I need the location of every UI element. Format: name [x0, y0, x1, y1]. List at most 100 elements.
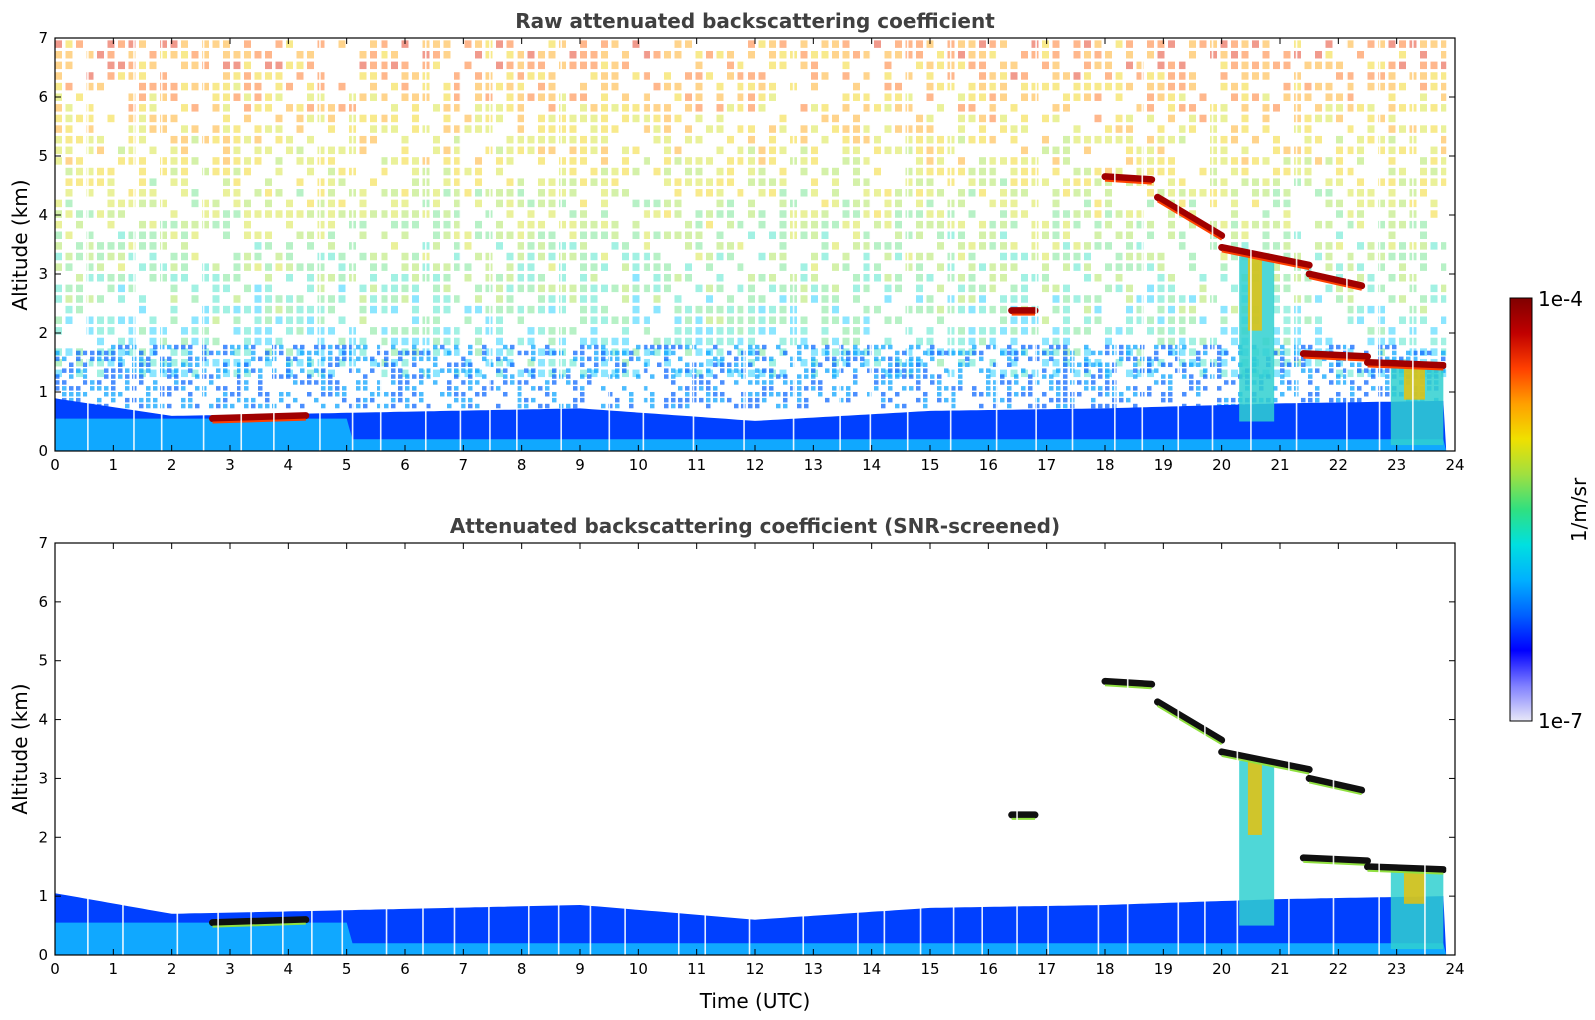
- cloud-edge: [1367, 869, 1444, 875]
- x-tick-label: 5: [342, 960, 352, 978]
- x-tick-label: 12: [745, 456, 764, 474]
- x-tick-label: 11: [687, 456, 706, 474]
- x-tick-label: 2: [167, 960, 177, 978]
- x-tick-label: 9: [575, 456, 585, 474]
- x-tick-label: 10: [629, 960, 648, 978]
- x-tick-label: 4: [284, 456, 294, 474]
- panel-title: Raw attenuated backscattering coefficien…: [515, 9, 995, 33]
- cloud-edge: [1308, 781, 1362, 796]
- colorbar: 1e-4 1e-7 1/m/sr: [1509, 287, 1591, 733]
- virga-column: [1390, 866, 1444, 950]
- cloud-layer: [209, 916, 310, 927]
- y-tick-label: 0: [38, 442, 48, 460]
- colorbar-unit-label: 1/m/sr: [1567, 477, 1591, 542]
- virga-column: [1239, 760, 1275, 926]
- colorbar-max-label: 1e-4: [1538, 287, 1583, 311]
- x-tick-label: 7: [459, 456, 469, 474]
- y-tick-label: 7: [38, 29, 48, 47]
- cloud-layer: [1305, 270, 1366, 290]
- raw-backscatter-panel: Raw attenuated backscattering coefficien…: [8, 9, 1465, 474]
- x-axis-label: Time (UTC): [699, 989, 811, 1013]
- y-axis-ticks: 0 1 2 3 4 5 6 7: [38, 29, 1455, 460]
- y-tick-label: 2: [38, 828, 48, 846]
- x-tick-label: 14: [862, 960, 881, 978]
- x-tick-label: 0: [50, 960, 60, 978]
- x-tick-label: 4: [284, 960, 294, 978]
- x-tick-label: 3: [225, 456, 235, 474]
- data-gaps: [87, 38, 1414, 451]
- heatmap-area: [55, 543, 1455, 955]
- x-tick-label: 24: [1445, 960, 1464, 978]
- cloud-layer: [1154, 193, 1226, 240]
- x-tick-label: 13: [804, 960, 823, 978]
- x-tick-label: 20: [1212, 960, 1231, 978]
- x-tick-label: 0: [50, 456, 60, 474]
- y-axis-label: Altitude (km): [8, 683, 32, 814]
- cloud-layer: [1305, 774, 1366, 794]
- x-tick-label: 16: [979, 456, 998, 474]
- x-tick-label: 5: [342, 456, 352, 474]
- x-tick-label: 2: [167, 456, 177, 474]
- y-tick-label: 3: [38, 265, 48, 283]
- x-tick-label: 8: [517, 960, 527, 978]
- x-tick-label: 11: [687, 960, 706, 978]
- x-tick-label: 12: [745, 960, 764, 978]
- virga-column: [1239, 256, 1275, 422]
- cloud-layer: [1218, 243, 1313, 269]
- x-tick-label: 7: [459, 960, 469, 978]
- y-axis-ticks: 0 1 2 3 4 5 6 7: [38, 534, 1455, 964]
- x-tick-label: 22: [1329, 960, 1348, 978]
- x-tick-label: 20: [1212, 456, 1231, 474]
- data-gaps: [87, 543, 1426, 955]
- y-tick-label: 4: [38, 711, 48, 729]
- cloud-layer: [1364, 863, 1447, 874]
- y-tick-label: 7: [38, 534, 48, 552]
- y-tick-label: 3: [38, 769, 48, 787]
- x-tick-label: 6: [400, 960, 410, 978]
- y-tick-label: 5: [38, 652, 48, 670]
- x-tick-label: 21: [1270, 960, 1289, 978]
- cloud-edge: [1221, 754, 1310, 775]
- y-tick-label: 2: [38, 324, 48, 342]
- y-axis-label: Altitude (km): [8, 179, 32, 310]
- x-tick-label: 17: [1037, 960, 1056, 978]
- boundary-layer: [55, 398, 1447, 451]
- cloud-edge: [1308, 277, 1362, 291]
- y-tick-label: 0: [38, 946, 48, 964]
- y-tick-label: 5: [38, 147, 48, 165]
- cloud-edge: [1221, 250, 1310, 271]
- cloud-edge: [1104, 179, 1152, 185]
- x-tick-label: 15: [920, 960, 939, 978]
- x-tick-label: 9: [575, 960, 585, 978]
- x-tick-label: 13: [804, 456, 823, 474]
- cloud-layer: [1101, 173, 1156, 184]
- x-tick-label: 18: [1095, 960, 1114, 978]
- x-tick-label: 6: [400, 456, 410, 474]
- noise-field: [55, 40, 1448, 409]
- y-tick-label: 6: [38, 593, 48, 611]
- x-tick-label: 22: [1329, 456, 1348, 474]
- cloud-edge: [212, 418, 306, 424]
- x-tick-label: 14: [862, 456, 881, 474]
- cloud-layer: [1299, 350, 1371, 361]
- colorbar-gradient: [1509, 297, 1533, 722]
- cloud-edge: [212, 922, 306, 928]
- x-tick-label: 15: [920, 456, 939, 474]
- cloud-layer: [1218, 748, 1313, 774]
- y-tick-label: 4: [38, 206, 48, 224]
- x-axis-ticks: 0 1 2 3 4 5 6 7 8 9 10 11 12 13 14 15 16 17 18 19 20 21 22 23 24: [50, 38, 1465, 474]
- x-tick-label: 23: [1387, 960, 1406, 978]
- cloud-edge: [1156, 200, 1223, 241]
- x-tick-label: 19: [1154, 456, 1173, 474]
- y-tick-label: 1: [38, 383, 48, 401]
- cloud-edge: [1156, 705, 1223, 746]
- x-tick-label: 19: [1154, 960, 1173, 978]
- x-tick-label: 3: [225, 960, 235, 978]
- cloud-layer: [209, 412, 310, 423]
- x-tick-label: 1: [109, 960, 119, 978]
- cloud-edge: [1303, 356, 1368, 362]
- virga-column: [1390, 362, 1444, 446]
- x-tick-label: 21: [1270, 456, 1289, 474]
- x-tick-label: 1: [109, 456, 119, 474]
